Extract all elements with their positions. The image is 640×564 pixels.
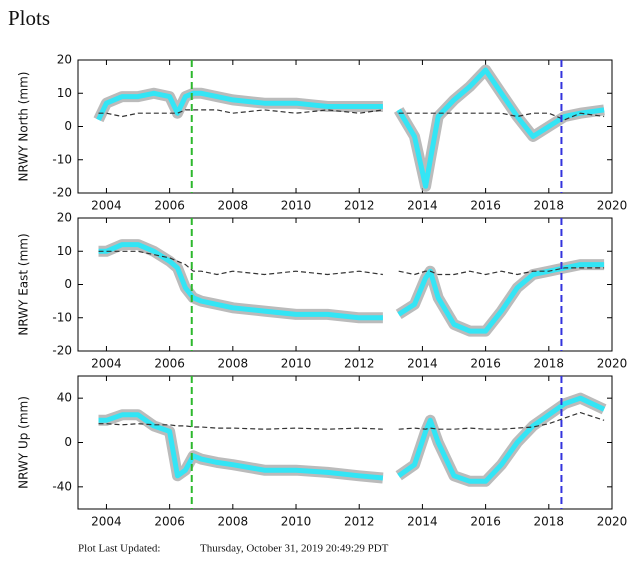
y-tick-label: -20	[52, 186, 72, 200]
y-tick-label: -20	[52, 344, 72, 358]
x-tick-label: 2014	[407, 515, 438, 529]
x-tick-label: 2020	[597, 357, 628, 371]
x-tick-label: 2014	[407, 357, 438, 371]
y-tick-label: 20	[57, 53, 72, 67]
y-tick-label: 0	[64, 435, 72, 449]
x-tick-label: 2016	[470, 357, 501, 371]
x-tick-label: 2004	[91, 357, 122, 371]
x-tick-label: 2004	[91, 515, 122, 529]
data-line	[96, 67, 605, 189]
y-axis-label: NRWY North (mm)	[17, 72, 31, 182]
model-line	[98, 412, 605, 430]
x-tick-label: 2006	[154, 357, 185, 371]
plot-area	[77, 375, 613, 510]
x-tick-label: 2006	[154, 515, 185, 529]
x-tick-label: 2010	[281, 199, 312, 213]
x-tick-label: 2006	[154, 199, 185, 213]
x-tick-label: 2012	[344, 515, 375, 529]
y-axis-label: NRWY East (mm)	[17, 233, 31, 335]
x-tick-label: 2012	[344, 199, 375, 213]
page-title: Plots	[8, 6, 50, 30]
y-axis-label: NRWY Up (mm)	[17, 396, 31, 489]
y-tick-label: 10	[57, 244, 72, 258]
y-tick-label: -10	[52, 152, 72, 166]
x-tick-label: 2020	[597, 515, 628, 529]
y-tick-label: 40	[57, 391, 72, 405]
x-tick-label: 2008	[218, 199, 249, 213]
data-line	[98, 395, 606, 484]
y-tick-label: 0	[64, 119, 72, 133]
x-tick-label: 2004	[91, 199, 122, 213]
y-tick-label: -40	[52, 479, 72, 493]
x-tick-label: 2020	[597, 199, 628, 213]
plot-area	[77, 217, 613, 352]
model-line	[98, 109, 605, 121]
x-tick-label: 2016	[470, 199, 501, 213]
y-tick-label: 0	[64, 277, 72, 291]
x-tick-label: 2014	[407, 199, 438, 213]
x-tick-label: 2012	[344, 357, 375, 371]
model-line	[98, 250, 605, 276]
x-tick-label: 2010	[281, 515, 312, 529]
x-tick-label: 2018	[534, 199, 565, 213]
x-tick-label: 2008	[218, 357, 249, 371]
x-tick-label: 2016	[470, 515, 501, 529]
x-tick-label: 2010	[281, 357, 312, 371]
footer-timestamp: Thursday, October 31, 2019 20:49:29 PDT	[200, 543, 389, 555]
y-tick-label: 20	[57, 211, 72, 225]
footer-label: Plot Last Updated:	[78, 543, 161, 555]
x-tick-label: 2008	[218, 515, 249, 529]
y-tick-label: -10	[52, 310, 72, 324]
x-tick-label: 2018	[534, 515, 565, 529]
x-tick-label: 2018	[534, 357, 565, 371]
y-tick-label: 10	[57, 86, 72, 100]
